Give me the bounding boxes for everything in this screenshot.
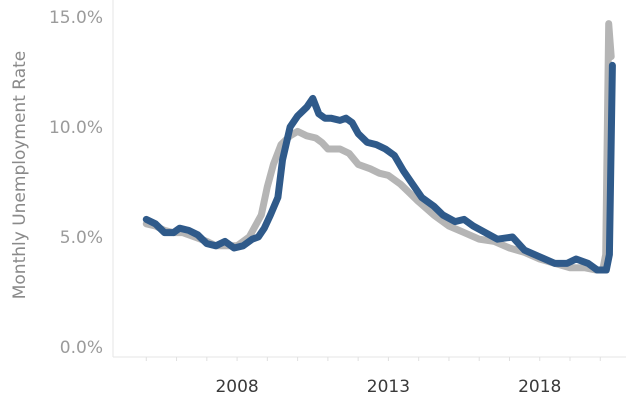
y-axis-ticks: 0.0% 5.0% 10.0% 15.0% — [49, 8, 103, 358]
series-layer — [142, 20, 616, 274]
x-axis-minor-ticks — [145, 357, 601, 361]
x-axis-ticks: 2008 2013 2018 — [215, 377, 561, 397]
x-tick-label: 2013 — [367, 377, 410, 397]
y-axis-title: Monthly Unemployment Rate — [10, 51, 30, 300]
y-tick-label: 15.0% — [49, 8, 103, 28]
y-tick-label: 0.0% — [60, 338, 103, 358]
y-tick-label: 10.0% — [49, 118, 103, 138]
y-tick-label: 5.0% — [60, 228, 103, 248]
series-line-2 — [142, 61, 616, 274]
x-tick-label: 2008 — [215, 377, 258, 397]
x-tick-label: 2018 — [518, 377, 561, 397]
